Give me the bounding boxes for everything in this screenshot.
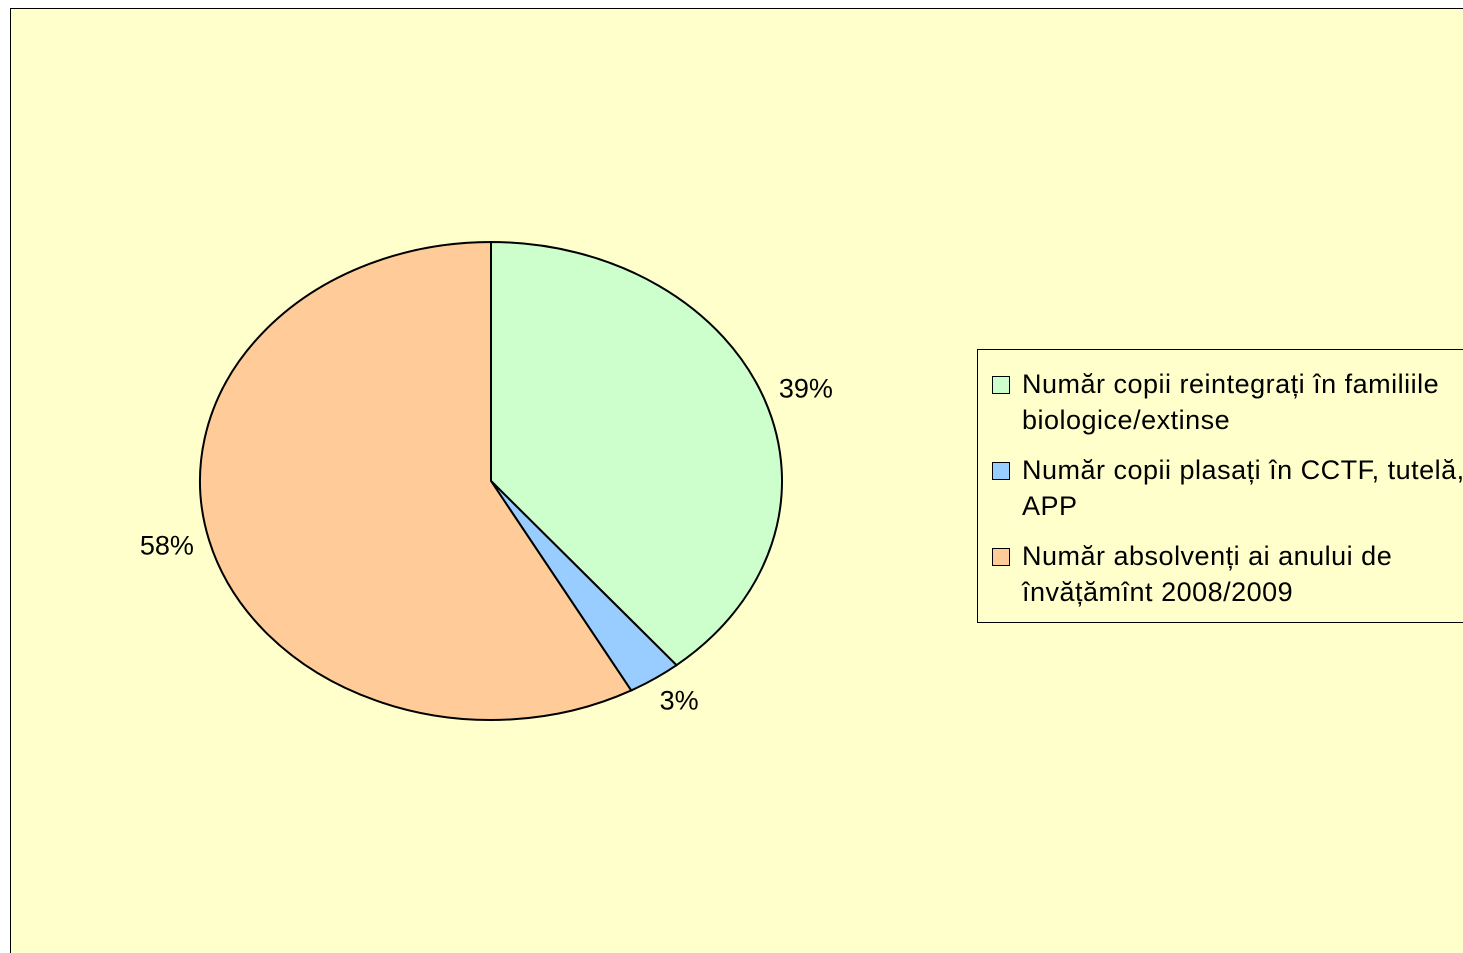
pie-slice bbox=[490, 240, 783, 667]
legend-entry: Număr absolvenți ai anului de învățămînt… bbox=[992, 538, 1463, 610]
legend-label: Număr copii plasați în CCTF, tutelă, APP bbox=[1022, 455, 1463, 521]
data-label: 58% bbox=[140, 531, 194, 561]
legend-label: Număr absolvenți ai anului de învățămînt… bbox=[1022, 541, 1393, 607]
data-label: 3% bbox=[660, 686, 699, 716]
chart-area: 39% 3% 58% Număr copii reintegrați în fami… bbox=[10, 8, 1463, 953]
legend-entry: Număr copii plasați în CCTF, tutelă, APP bbox=[992, 452, 1463, 524]
legend-swatch bbox=[992, 462, 1010, 480]
legend-label: Număr copii reintegrați în familiile bio… bbox=[1022, 369, 1440, 435]
pie-slice bbox=[199, 240, 633, 721]
legend: Număr copii reintegrați în familiile bio… bbox=[977, 349, 1463, 623]
legend-swatch bbox=[992, 376, 1010, 394]
legend-swatch bbox=[992, 548, 1010, 566]
legend-entry: Număr copii reintegrați în familiile bio… bbox=[992, 366, 1463, 438]
data-label: 39% bbox=[779, 373, 833, 403]
chart: 39% 3% 58% bbox=[140, 240, 833, 721]
